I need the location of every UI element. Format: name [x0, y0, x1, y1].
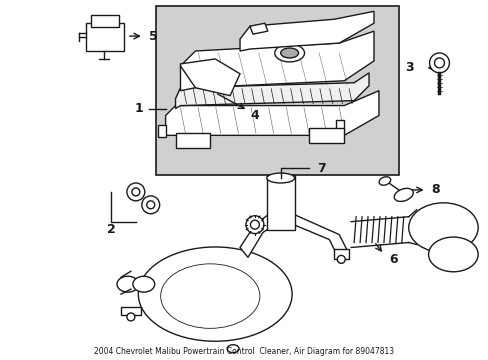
Ellipse shape	[408, 203, 477, 252]
Polygon shape	[309, 129, 344, 143]
Bar	[91, 15, 119, 27]
Bar	[155, 6, 398, 175]
Text: 8: 8	[431, 184, 439, 197]
Ellipse shape	[133, 276, 154, 292]
Polygon shape	[175, 73, 368, 109]
Bar	[334, 249, 348, 260]
Ellipse shape	[117, 276, 139, 292]
Bar	[266, 175, 294, 230]
Bar	[336, 121, 344, 132]
Text: 2: 2	[106, 223, 115, 236]
Ellipse shape	[280, 48, 298, 58]
Text: 4: 4	[250, 109, 259, 122]
Polygon shape	[240, 11, 373, 51]
Polygon shape	[175, 133, 210, 148]
Ellipse shape	[161, 264, 259, 328]
Ellipse shape	[428, 53, 448, 73]
Polygon shape	[249, 23, 267, 34]
Ellipse shape	[132, 188, 140, 196]
Text: 1: 1	[134, 102, 143, 115]
Text: 7: 7	[317, 162, 325, 175]
Ellipse shape	[393, 188, 412, 202]
Ellipse shape	[434, 58, 444, 68]
Ellipse shape	[138, 247, 291, 341]
Bar	[86, 23, 123, 51]
Bar	[157, 125, 165, 137]
Ellipse shape	[250, 220, 259, 229]
Ellipse shape	[226, 345, 239, 353]
Polygon shape	[180, 31, 373, 91]
Polygon shape	[281, 205, 348, 260]
Ellipse shape	[274, 44, 304, 62]
Polygon shape	[180, 59, 240, 96]
Ellipse shape	[427, 237, 477, 272]
Text: 2004 Chevrolet Malibu Powertrain Control  Cleaner, Air Diagram for 89047813: 2004 Chevrolet Malibu Powertrain Control…	[94, 347, 393, 356]
Ellipse shape	[245, 216, 264, 234]
Ellipse shape	[127, 313, 135, 321]
Polygon shape	[240, 205, 294, 257]
Ellipse shape	[142, 196, 160, 214]
Polygon shape	[165, 91, 378, 135]
Ellipse shape	[337, 255, 345, 264]
Ellipse shape	[146, 201, 154, 209]
Ellipse shape	[266, 173, 294, 183]
Bar	[121, 307, 141, 315]
Text: 3: 3	[405, 61, 413, 75]
Text: 6: 6	[388, 253, 397, 266]
Ellipse shape	[127, 183, 144, 201]
Ellipse shape	[378, 177, 390, 185]
Text: 5: 5	[148, 30, 157, 42]
